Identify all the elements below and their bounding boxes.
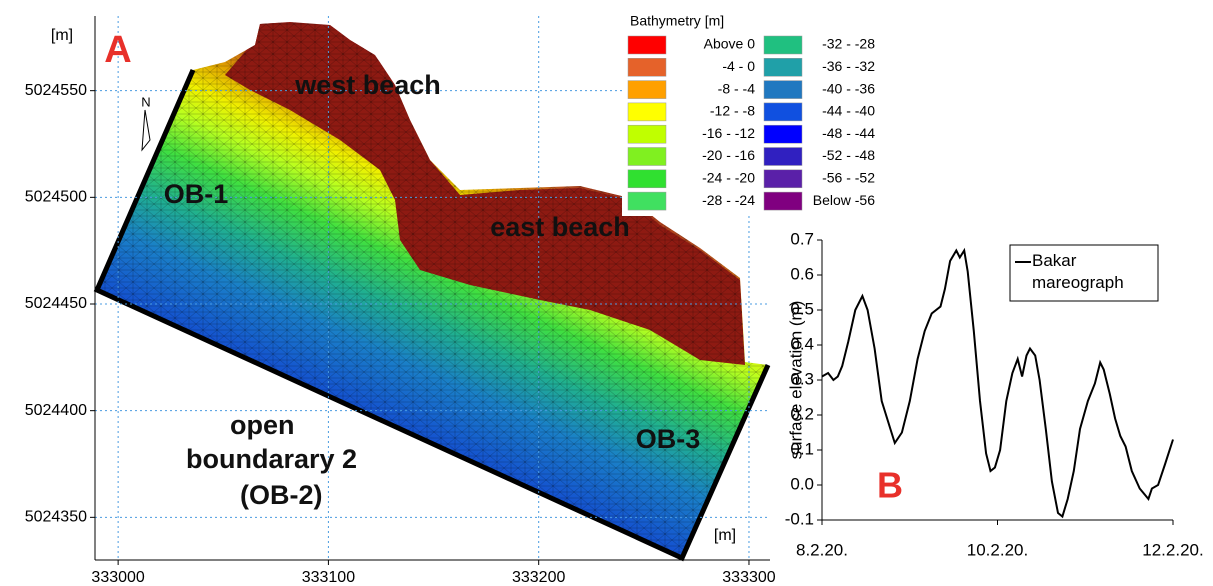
legend-label: -40 - -36 [822, 80, 875, 96]
north-label: N [141, 94, 150, 109]
legend-label: -36 - -32 [822, 58, 875, 74]
legend-swatch [627, 147, 667, 166]
legend-label: -52 - -48 [822, 147, 875, 163]
legend-label: -24 - -20 [702, 170, 755, 186]
legend-label: Above 0 [704, 36, 756, 52]
legend-label: -20 - -16 [702, 147, 755, 163]
annotation: west beach [294, 70, 441, 100]
legend-label: -44 - -40 [822, 103, 875, 119]
legend-label: Bakar mareograph [1032, 251, 1124, 292]
y-tick-label: 0.6 [790, 264, 814, 283]
legend-swatch [763, 191, 803, 211]
legend-swatch [627, 80, 667, 99]
x-tick-label: 333300 [722, 569, 775, 586]
legend-swatch [763, 124, 803, 144]
y-tick-label: 0.3 [790, 369, 814, 388]
panel-label: B [877, 465, 903, 506]
legend-label: Below -56 [813, 192, 875, 208]
legend-box [1009, 244, 1159, 302]
legend-title: Bathymetry [m] [630, 13, 724, 29]
legend-swatch [627, 102, 667, 122]
legend-swatch [627, 169, 667, 189]
annotation: (OB-2) [240, 480, 323, 510]
x-tick-label: 10.2.20. [967, 540, 1028, 559]
legend-label: -28 - -24 [702, 192, 755, 208]
y-tick-label: -0.1 [785, 509, 814, 528]
legend-swatch [763, 169, 803, 189]
open-boundary [93, 69, 771, 562]
line-panel: -0.1 0.0 0.1 0.2 0.3 0.4 0.5 0.6 0.7 8.2.20. 10.2.… [785, 225, 1213, 586]
y-tick-label: 0.1 [790, 439, 814, 458]
series-line [821, 247, 1174, 519]
legend-swatch [763, 147, 803, 166]
legend-swatch [763, 58, 803, 77]
y-tick-label: 5024350 [25, 509, 87, 526]
y-tick-label: 5024550 [25, 82, 87, 99]
north-arrow [141, 109, 151, 152]
annotation: open [230, 410, 295, 440]
x-unit: [m] [714, 527, 736, 544]
legend-label: -48 - -44 [822, 125, 875, 141]
y-tick-label: 0.4 [790, 334, 814, 353]
legend-label: -16 - -12 [702, 125, 755, 141]
y-tick-label: 0.2 [790, 404, 814, 423]
legend-swatch [627, 124, 667, 144]
x-tick-label: 8.2.20. [796, 540, 848, 559]
legend-swatch [627, 35, 667, 55]
y-unit: [m] [51, 27, 73, 44]
annotation: OB-3 [636, 424, 701, 454]
legend-swatch [627, 191, 667, 211]
x-tick-label: 333000 [91, 569, 144, 586]
panel-label: A [104, 29, 131, 71]
legend-swatch [627, 58, 667, 77]
y-tick-label: 0.5 [790, 299, 814, 318]
legend-swatch [763, 80, 803, 99]
y-axis-label: surface elevation (m) [786, 301, 805, 460]
annotation: east beach [490, 212, 630, 242]
annotation: OB-1 [164, 179, 229, 209]
x-tick-label: 333200 [512, 569, 565, 586]
y-tick-label: 0.0 [790, 474, 814, 493]
legend-label: -8 - -4 [718, 80, 756, 96]
legend-label: -32 - -28 [822, 36, 875, 52]
y-tick-label: 0.7 [790, 229, 814, 248]
legend-label: -4 - 0 [722, 58, 755, 74]
x-tick-label: 333100 [302, 569, 355, 586]
legend-label: -56 - -52 [822, 170, 875, 186]
legend-label: -12 - -8 [710, 103, 755, 119]
x-tick-label: 12.2.20. [1142, 540, 1203, 559]
y-tick-label: 5024500 [25, 189, 87, 206]
annotation: boundarary 2 [186, 444, 357, 474]
y-tick-label: 5024450 [25, 295, 87, 312]
y-tick-label: 5024400 [25, 402, 87, 419]
legend-box [622, 12, 890, 216]
legend-swatch [763, 102, 803, 122]
legend-swatch [763, 35, 803, 55]
